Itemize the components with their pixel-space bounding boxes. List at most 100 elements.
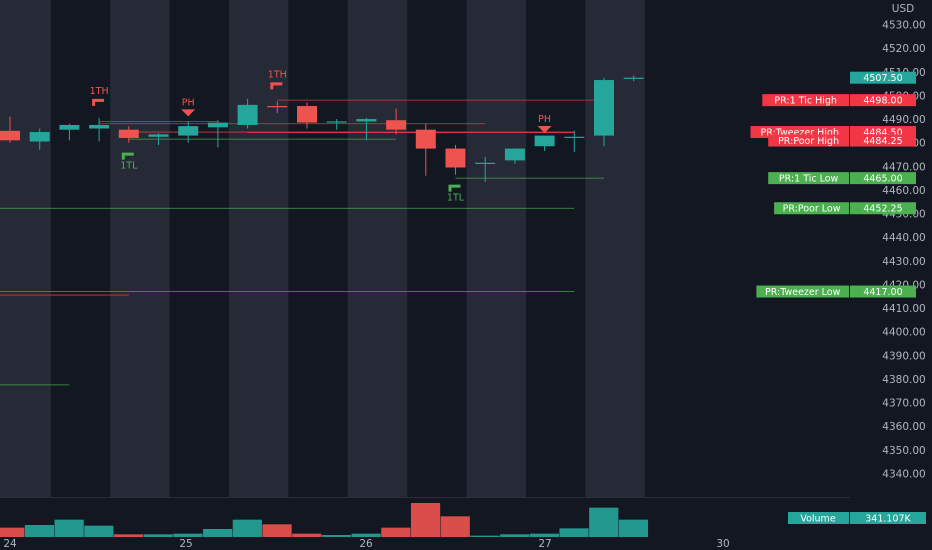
- candle[interactable]: [118, 126, 139, 143]
- candle[interactable]: [564, 130, 585, 153]
- price-tick-label: 4390.00: [882, 350, 925, 362]
- volume-label-badge: [788, 512, 849, 524]
- price-tick-label: 4470.00: [882, 161, 925, 173]
- candle-body: [29, 132, 50, 142]
- flag-icon: [270, 82, 283, 90]
- candle[interactable]: [89, 117, 110, 142]
- session-shading: [0, 0, 645, 497]
- candle-body: [564, 136, 585, 138]
- marker-label: 1TH: [268, 69, 287, 80]
- candle[interactable]: [534, 135, 555, 151]
- candle[interactable]: [415, 123, 436, 176]
- price-axis[interactable]: USD 4340.00 4350.00 4360.00 4370.00 4380.00 4…: [850, 0, 932, 537]
- price-tick-label: 4530.00: [882, 20, 925, 32]
- level-price-label: 4498.00: [863, 96, 902, 107]
- candle[interactable]: [504, 148, 525, 164]
- level-price-label: 4484.25: [863, 136, 902, 147]
- candle[interactable]: [148, 133, 169, 146]
- candle[interactable]: [445, 145, 466, 175]
- level-name-label-badge: [762, 94, 849, 107]
- volume-bars: [0, 503, 649, 537]
- volume-bar: [143, 534, 173, 537]
- current-price-label-badge: [850, 71, 916, 84]
- pattern-marker: 1TH: [268, 69, 287, 90]
- level-price-label: 4465.00: [863, 174, 902, 185]
- pattern-marker: 1TL: [447, 184, 465, 204]
- flag-icon: [448, 184, 461, 192]
- level-name-label: PR:1 Tic Low: [779, 174, 839, 185]
- level-price-label: 4484.50: [863, 128, 902, 139]
- pattern-marker: PH: [537, 114, 552, 133]
- level-price-label: 4417.00: [863, 287, 902, 298]
- price-axis-background: [850, 0, 932, 537]
- candle[interactable]: [0, 116, 20, 143]
- session-band: [110, 0, 170, 497]
- candle[interactable]: [267, 101, 288, 114]
- level-name-label: PR:1 Tic High: [774, 96, 837, 107]
- candle-body: [445, 148, 466, 168]
- price-tick-label: 4410.00: [882, 303, 925, 315]
- volume-bar: [321, 535, 352, 537]
- candle-body: [118, 129, 139, 138]
- marker-label: PH: [538, 114, 551, 125]
- volume-value-badge: [850, 512, 926, 524]
- session-band: [585, 0, 645, 497]
- candle[interactable]: [326, 119, 347, 130]
- volume-bar: [351, 533, 381, 537]
- candle[interactable]: [594, 77, 614, 147]
- volume-bar: [589, 507, 619, 537]
- candle-body: [0, 130, 20, 141]
- volume-bar: [381, 527, 411, 537]
- level-name-label: PR:Poor High: [778, 136, 839, 147]
- candle[interactable]: [297, 102, 317, 129]
- candle[interactable]: [623, 75, 644, 82]
- currency-label: USD: [892, 3, 914, 15]
- price-tick-label: 4520.00: [882, 43, 925, 55]
- candle[interactable]: [207, 120, 228, 148]
- price-tick-label: 4360.00: [882, 421, 925, 433]
- volume-bar: [559, 528, 589, 537]
- pattern-markers: 1TH 1TL PH 1TH 1TL PH: [90, 69, 552, 204]
- candle-body: [89, 124, 110, 129]
- price-tick-label: 4430.00: [882, 256, 925, 268]
- marker-label: 1TL: [120, 161, 138, 172]
- level-price-label-badge: [850, 285, 916, 298]
- candle[interactable]: [356, 117, 377, 141]
- volume-bar: [500, 534, 530, 537]
- time-axis[interactable]: 24 25 26 27 30: [3, 538, 729, 550]
- date-tick-label: 30: [716, 538, 729, 550]
- triangle-down-icon: [181, 109, 196, 117]
- candle[interactable]: [29, 128, 50, 150]
- volume-bar: [173, 533, 203, 537]
- candle-body: [267, 106, 288, 108]
- marker-label: 1TL: [447, 193, 465, 204]
- volume-bar: [84, 525, 114, 537]
- date-tick-label: 25: [179, 538, 192, 550]
- candle[interactable]: [59, 123, 80, 141]
- volume-bar: [440, 516, 470, 537]
- candle[interactable]: [178, 121, 199, 143]
- level-name-label-badge: [774, 202, 849, 215]
- marker-label: PH: [182, 97, 195, 108]
- level-name-label-badge: [768, 134, 849, 147]
- volume-bar: [262, 524, 292, 537]
- candles[interactable]: [0, 75, 644, 182]
- candle[interactable]: [475, 156, 496, 182]
- candle-body: [297, 106, 317, 123]
- volume-label: Volume: [800, 514, 835, 525]
- volume-bar: [410, 503, 441, 537]
- candle-body: [415, 129, 436, 149]
- candle-body: [207, 122, 228, 128]
- price-tick-label: 4460.00: [882, 185, 925, 197]
- candle[interactable]: [237, 98, 258, 129]
- flag-icon: [92, 98, 105, 106]
- candle-body: [237, 104, 258, 125]
- candle-body: [594, 80, 614, 136]
- level-name-label-badge: [756, 285, 849, 298]
- pattern-marker: PH: [181, 97, 196, 117]
- date-tick-label: 24: [3, 538, 17, 550]
- level-price-label: 4452.25: [863, 204, 902, 215]
- volume-bar: [470, 535, 500, 537]
- candle[interactable]: [386, 108, 407, 135]
